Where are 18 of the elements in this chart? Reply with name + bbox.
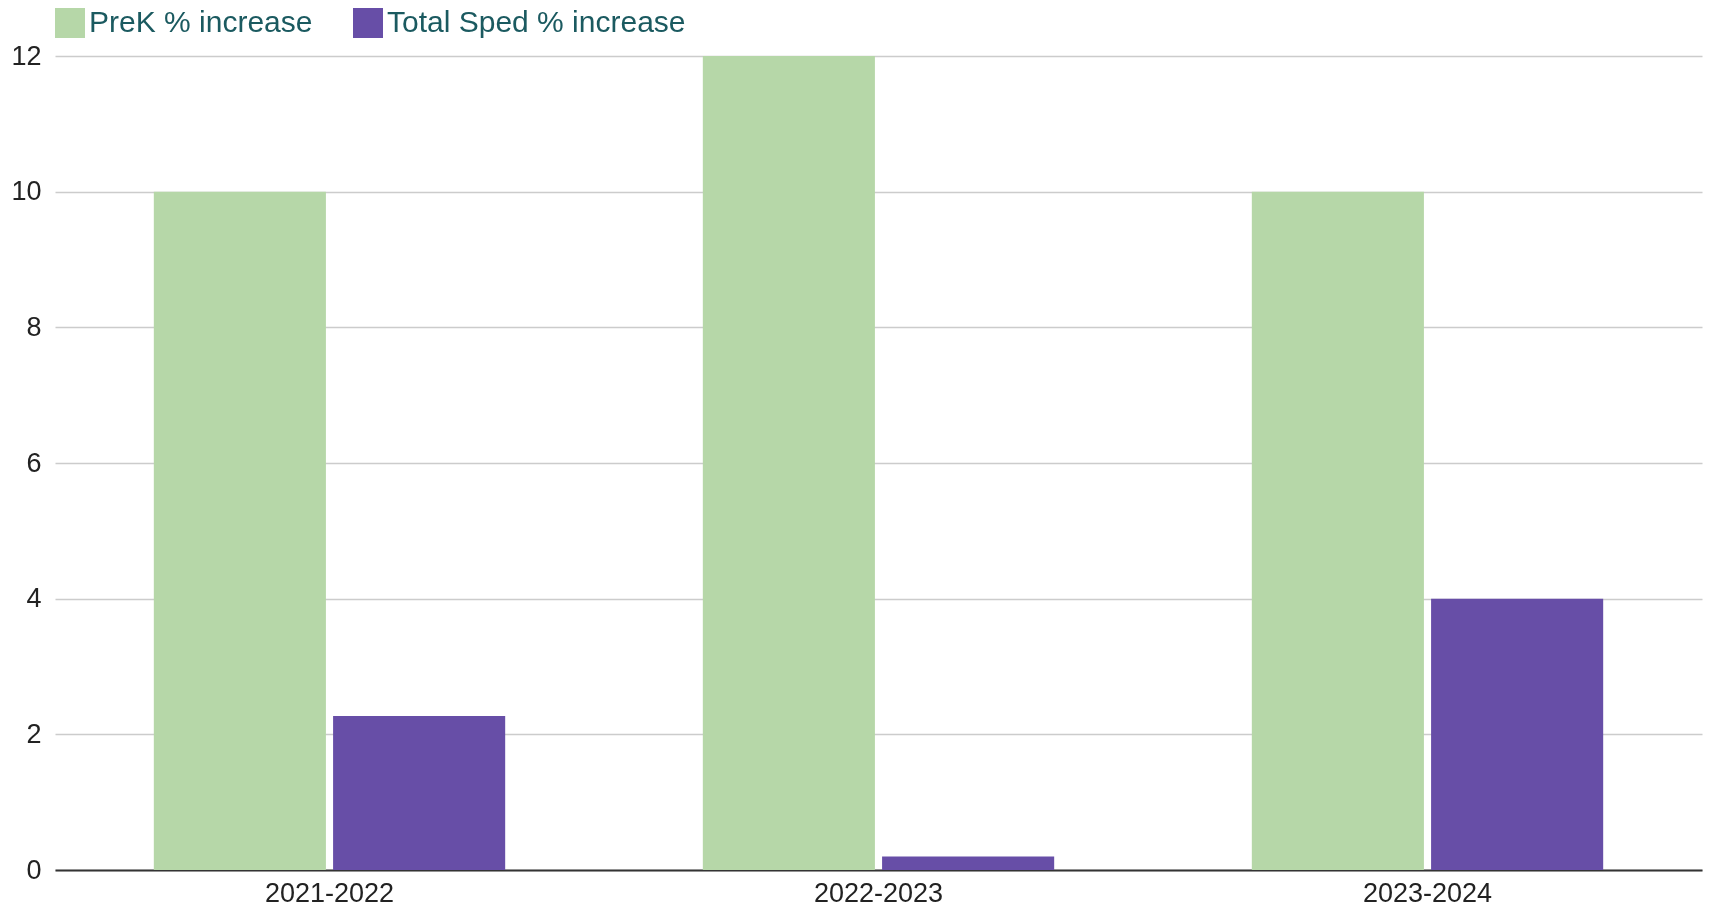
y-tick-label: 6 [26,447,42,478]
bar [882,856,1055,870]
x-tick-label: 2022-2023 [813,877,944,908]
legend-label: Total Sped % increase [387,5,686,38]
y-tick-label: 0 [26,854,42,885]
bar [153,191,326,870]
y-tick-label: 12 [11,40,42,71]
y-tick-label: 2 [26,718,42,749]
legend-label: PreK % increase [89,5,313,38]
x-tick-label: 2021-2022 [264,877,395,908]
y-tick-label: 8 [26,311,42,342]
bar [702,56,875,870]
x-tick-label: 2023-2024 [1362,877,1493,908]
bar [1431,598,1604,870]
y-tick-label: 4 [26,583,42,614]
bar [333,716,506,870]
y-tick-label: 10 [11,176,42,207]
bar [1251,191,1424,870]
